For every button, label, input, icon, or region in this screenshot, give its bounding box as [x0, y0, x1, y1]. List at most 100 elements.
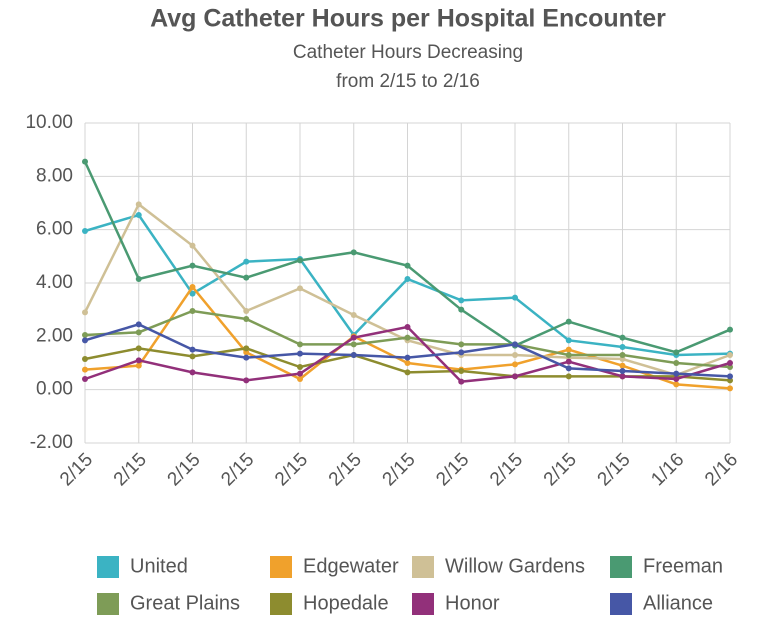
data-point: [82, 158, 88, 165]
y-tick-label: 6.00: [36, 219, 73, 240]
data-point: [512, 361, 518, 368]
data-point: [297, 364, 303, 370]
data-point: [82, 337, 88, 344]
chart-title: Avg Catheter Hours per Hospital Encounte…: [150, 5, 666, 33]
data-point: [404, 369, 411, 376]
data-point: [619, 352, 626, 358]
data-point: [512, 352, 518, 358]
data-point: [404, 360, 411, 366]
legend-label: United: [130, 555, 188, 577]
data-point: [512, 373, 518, 380]
data-point: [297, 341, 303, 348]
data-point: [189, 369, 196, 376]
data-point: [189, 308, 196, 314]
data-point: [297, 370, 303, 377]
data-point: [350, 352, 357, 358]
y-tick-label: 8.00: [36, 165, 73, 186]
legend-swatch: [412, 593, 434, 615]
data-point: [673, 349, 680, 356]
y-tick-label: 4.00: [36, 272, 73, 293]
data-point: [727, 385, 733, 392]
data-point: [243, 308, 250, 314]
legend-swatch: [412, 556, 434, 578]
legend-swatch: [97, 556, 119, 578]
data-point: [82, 356, 88, 362]
legend-label: Great Plains: [130, 592, 240, 614]
y-tick-label: -2.00: [30, 432, 73, 453]
data-point: [458, 368, 465, 374]
data-point: [404, 262, 411, 269]
data-point: [619, 334, 626, 341]
data-point: [297, 257, 303, 264]
data-point: [727, 360, 733, 366]
data-point: [727, 373, 733, 380]
data-point: [565, 365, 572, 372]
data-point: [82, 366, 88, 373]
legend-label: Honor: [445, 592, 500, 614]
data-point: [135, 357, 142, 364]
data-point: [619, 368, 626, 374]
data-point: [673, 381, 680, 388]
data-point: [189, 262, 196, 269]
data-point: [189, 346, 196, 353]
data-point: [297, 376, 303, 382]
data-point: [458, 341, 465, 348]
data-point: [297, 350, 303, 357]
data-point: [404, 354, 411, 361]
data-point: [350, 249, 357, 256]
data-point: [243, 258, 250, 265]
chart-subtitle: Catheter Hours Decreasing: [293, 42, 523, 63]
data-point: [135, 321, 142, 328]
chart-subtitle: from 2/15 to 2/16: [336, 71, 480, 92]
data-point: [404, 334, 411, 341]
data-point: [619, 344, 626, 350]
data-point: [243, 345, 250, 352]
data-point: [82, 332, 88, 338]
data-point: [135, 329, 142, 336]
data-point: [673, 376, 680, 382]
data-point: [189, 290, 196, 297]
data-point: [673, 360, 680, 366]
data-point: [565, 373, 572, 380]
data-point: [565, 318, 572, 325]
data-point: [243, 274, 250, 281]
data-point: [135, 276, 142, 282]
legend-label: Edgewater: [303, 555, 399, 577]
legend-swatch: [610, 593, 632, 615]
legend-label: Alliance: [643, 592, 713, 614]
legend-swatch: [97, 593, 119, 615]
data-point: [727, 326, 733, 333]
data-point: [189, 284, 196, 290]
data-point: [404, 324, 411, 330]
data-point: [297, 285, 303, 292]
data-point: [727, 352, 733, 358]
data-point: [565, 346, 572, 353]
data-point: [135, 362, 142, 369]
data-point: [82, 376, 88, 382]
data-point: [82, 309, 88, 316]
data-point: [243, 354, 250, 361]
data-point: [619, 373, 626, 380]
legend-swatch: [270, 556, 292, 578]
y-tick-label: 0.00: [36, 379, 73, 400]
legend-label: Freeman: [643, 555, 723, 577]
data-point: [189, 242, 196, 249]
data-point: [243, 316, 250, 322]
data-point: [135, 212, 142, 218]
data-point: [135, 345, 142, 352]
data-point: [512, 294, 518, 301]
legend-swatch: [610, 556, 632, 578]
data-point: [458, 349, 465, 356]
data-point: [189, 353, 196, 360]
data-point: [135, 201, 142, 208]
data-point: [619, 362, 626, 369]
data-point: [350, 312, 357, 318]
data-point: [82, 228, 88, 234]
data-point: [243, 377, 250, 384]
data-point: [565, 337, 572, 344]
data-point: [565, 358, 572, 365]
data-point: [458, 297, 465, 304]
y-tick-label: 10.00: [25, 112, 73, 133]
